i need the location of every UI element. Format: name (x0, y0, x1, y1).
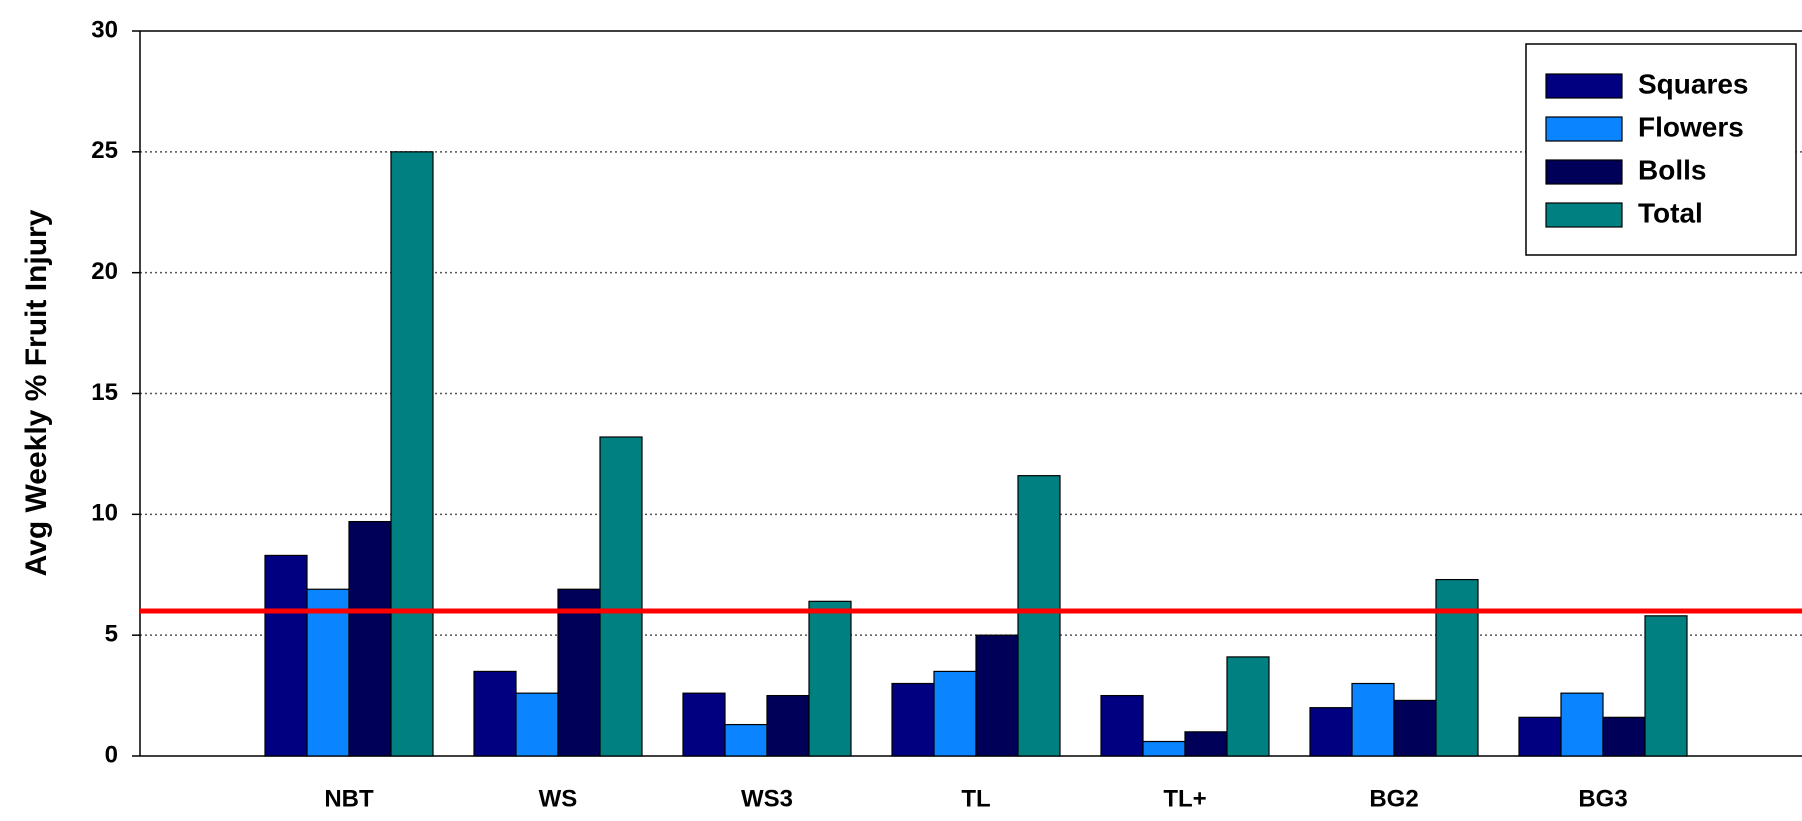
bar (1184, 731, 1228, 757)
legend-swatch (1545, 73, 1623, 99)
x-tick-label: TL+ (1163, 785, 1206, 812)
y-tick-label: 5 (105, 621, 118, 648)
bar (348, 520, 392, 757)
bar (975, 634, 1019, 757)
x-tick-label: NBT (324, 785, 374, 812)
legend-label: Flowers (1638, 111, 1744, 142)
y-tick-label: 20 (91, 258, 118, 285)
bar (933, 670, 977, 757)
y-tick-label: 30 (91, 16, 118, 43)
legend-label: Squares (1638, 68, 1749, 99)
bar (1435, 578, 1479, 757)
bar (473, 670, 517, 757)
x-tick-label: TL (961, 785, 990, 812)
legend-label: Total (1638, 197, 1703, 228)
bar (306, 588, 350, 757)
bar (891, 682, 935, 757)
x-tick-label: WS (539, 785, 578, 812)
bar (724, 723, 768, 757)
bar (1560, 692, 1604, 757)
y-tick-label: 0 (105, 741, 118, 768)
bar (1518, 716, 1562, 757)
bar (390, 151, 434, 757)
bar (515, 692, 559, 757)
bar (808, 600, 852, 757)
legend-swatch (1545, 116, 1623, 142)
y-axis-label: Avg Weekly % Fruit Injury (20, 209, 53, 576)
legend-swatch (1545, 202, 1623, 228)
x-tick-label: WS3 (741, 785, 793, 812)
legend-swatch (1545, 159, 1623, 185)
bar (557, 588, 601, 757)
bar (1351, 682, 1395, 757)
bar (264, 554, 308, 757)
bar (1017, 475, 1061, 757)
legend-label: Bolls (1638, 154, 1706, 185)
y-tick-label: 15 (91, 379, 118, 406)
bar (599, 436, 643, 757)
bar (682, 692, 726, 757)
bar (1100, 694, 1144, 757)
bar (1393, 699, 1437, 757)
bar (1142, 740, 1186, 757)
bar (1226, 656, 1270, 757)
bar (766, 694, 810, 757)
bar (1644, 615, 1688, 757)
bar (1602, 716, 1646, 757)
y-tick-label: 10 (91, 500, 118, 527)
x-tick-label: BG3 (1578, 785, 1627, 812)
x-tick-label: BG2 (1369, 785, 1418, 812)
y-tick-label: 25 (91, 137, 118, 164)
bar (1309, 707, 1353, 757)
